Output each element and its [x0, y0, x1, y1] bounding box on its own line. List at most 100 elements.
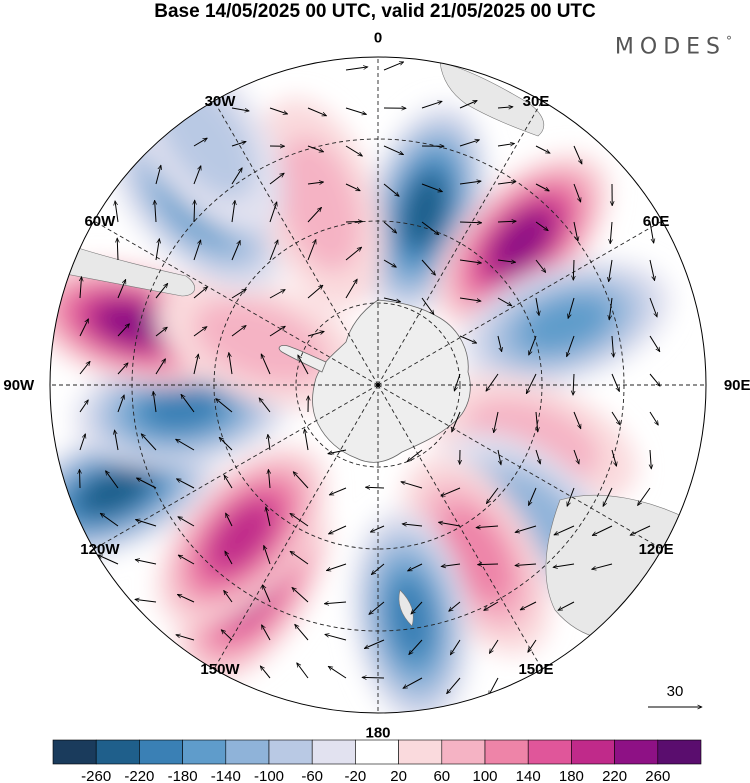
wind-vector-87 [295, 624, 309, 641]
latitude-circle-0 [295, 302, 461, 468]
meridian-line-120 [377, 384, 663, 550]
colorbar-swatch-5 [268, 739, 313, 765]
meridian-label-0: 0 [374, 29, 382, 46]
wind-vector-75 [307, 182, 324, 184]
wind-vector-77 [307, 240, 316, 261]
reference-vector-label: 30 [667, 683, 684, 700]
new-zealand [398, 589, 414, 627]
wind-vector-79 [307, 331, 324, 337]
wind-vector-93 [345, 221, 362, 222]
wind-vector-126 [411, 601, 423, 614]
wind-vector-106 [383, 183, 399, 196]
meridian-line-60 [377, 220, 663, 386]
wind-vector-43 [231, 142, 246, 147]
wind-vector-152 [486, 373, 499, 391]
anomaly-contour-1-5 [492, 211, 552, 271]
wind-vector-6 [115, 201, 119, 223]
colorbar-swatch-10 [484, 739, 529, 765]
colorbar-label-2: -180 [168, 768, 198, 783]
colorbar-swatch-4 [225, 739, 270, 765]
wind-vector-22 [153, 391, 157, 413]
wind-vector-69 [264, 546, 271, 565]
wind-vector-154 [497, 449, 501, 465]
wind-vector-62 [269, 289, 285, 299]
wind-vector-159 [489, 639, 499, 653]
wind-vector-67 [268, 469, 270, 489]
wind-vector-78 [307, 285, 323, 299]
meridian-line-330 [213, 100, 379, 386]
wind-vector-182 [573, 411, 581, 429]
wind-vector-113 [369, 601, 385, 614]
wind-vector-110 [366, 487, 385, 488]
colorbar-swatch-13 [614, 739, 659, 765]
wind-vector-74 [307, 145, 324, 152]
wind-vector-56 [221, 630, 233, 641]
meridian-label-6: 180 [365, 725, 390, 742]
wind-vector-49 [229, 353, 233, 375]
wind-vector-60 [269, 202, 277, 223]
colorbar-label-11: 180 [559, 768, 584, 783]
wind-vector-120 [421, 259, 436, 275]
wind-vector-121 [421, 297, 434, 315]
reference-vector: 30 [648, 683, 702, 707]
wind-vector-166 [529, 335, 537, 355]
wind-vector-202 [649, 335, 660, 352]
wind-vector-34 [193, 354, 198, 375]
wind-vector-84 [290, 513, 309, 527]
wind-vector-11 [117, 395, 124, 413]
wind-vector-54 [224, 551, 233, 565]
wind-vector-96 [328, 449, 347, 454]
wind-vector-31 [193, 240, 201, 261]
wind-vector-91 [345, 145, 362, 156]
wind-vector-57 [269, 107, 288, 114]
colorbar-swatch-11 [527, 739, 572, 765]
wind-vector-174 [528, 639, 537, 652]
wind-vector-195 [611, 449, 617, 466]
wind-vector-73 [307, 107, 327, 117]
colorbar-label-6: -20 [345, 768, 367, 783]
wind-vector-137 [452, 411, 461, 432]
wind-vector-92 [345, 183, 360, 192]
wind-vector-131 [459, 181, 481, 185]
wind-vector-40 [177, 593, 195, 603]
wind-vector-37 [177, 478, 195, 489]
wind-vector-2 [79, 361, 90, 375]
wind-vector-47 [231, 289, 246, 299]
wind-vector-71 [261, 625, 271, 641]
wind-vector-59 [269, 173, 284, 185]
wind-vector-108 [383, 259, 396, 267]
wind-vector-170 [528, 487, 537, 506]
wind-vector-153 [494, 411, 499, 433]
wind-vector-12 [115, 430, 119, 451]
wind-vector-10 [117, 363, 128, 375]
wind-vector-141 [441, 563, 461, 567]
wind-vector-95 [345, 279, 357, 299]
brand-mark: ° [726, 34, 732, 48]
wind-vector-128 [403, 677, 423, 689]
wind-vector-147 [497, 182, 516, 184]
meridian-line-30 [377, 100, 543, 386]
wind-vector-123 [401, 482, 423, 489]
australia [545, 494, 695, 641]
wind-vector-36 [176, 439, 195, 451]
wind-vector-192 [612, 335, 614, 357]
wind-vector-88 [297, 663, 309, 679]
wind-vector-98 [329, 525, 347, 535]
wind-vector-165 [535, 297, 539, 316]
wind-vector-146 [497, 144, 515, 147]
wind-vector-169 [535, 449, 540, 464]
wind-vector-41 [176, 635, 195, 641]
wind-vector-99 [326, 563, 347, 571]
wind-vector-85 [290, 551, 309, 565]
wind-vector-76 [307, 207, 322, 223]
wind-vector-86 [292, 588, 309, 603]
wind-vector-129 [459, 100, 477, 109]
wind-vector-107 [383, 221, 397, 233]
wind-vector-173 [520, 601, 537, 611]
wind-vector-197 [592, 525, 613, 536]
wind-vector-122 [407, 449, 423, 462]
wind-vector-63 [269, 326, 285, 337]
chart-title: Base 14/05/2025 00 UTC, valid 21/05/2025… [154, 1, 596, 22]
wind-vector-143 [450, 639, 461, 655]
